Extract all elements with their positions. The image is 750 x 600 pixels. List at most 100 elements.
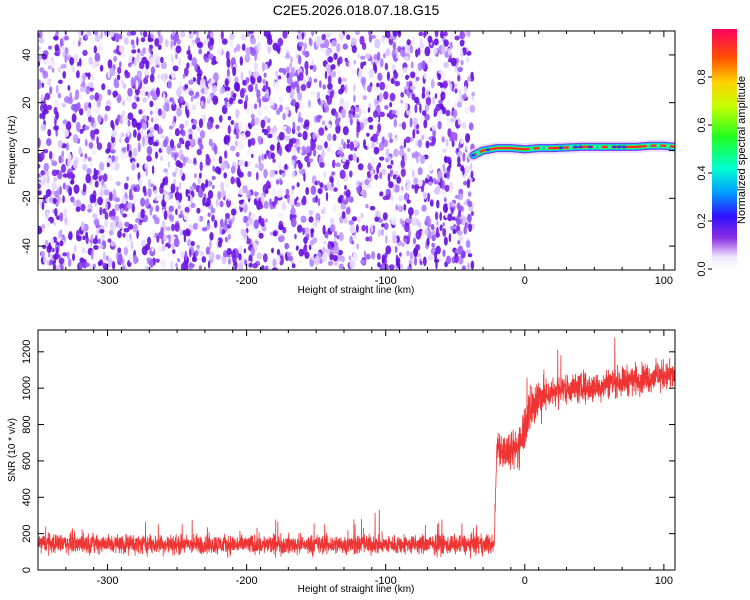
spectrogram-cell — [171, 54, 174, 64]
spectrogram-cell — [70, 179, 75, 185]
spectrogram-cell — [374, 216, 380, 222]
spectrogram-cell — [353, 94, 356, 103]
spectrogram-cell — [41, 82, 45, 88]
spectrogram-cell — [144, 71, 149, 76]
spectrogram-cell — [142, 185, 147, 194]
spectrogram-cell — [100, 186, 104, 194]
spectrogram-track-speck — [568, 145, 573, 149]
spectrogram-cell — [298, 162, 303, 170]
spectrogram-cell — [449, 41, 453, 50]
spectrogram-cell — [297, 117, 304, 123]
spectrogram-cell — [248, 262, 253, 268]
spectrogram-cell — [82, 157, 87, 163]
spectrogram-cell — [379, 36, 386, 45]
spectrogram-cell — [234, 76, 239, 84]
spectrogram-cell — [252, 70, 259, 79]
spectrogram-cell — [459, 39, 465, 47]
spectrogram-cell — [277, 188, 283, 194]
spectrogram-cell — [329, 90, 334, 99]
spectrogram-cell — [312, 148, 317, 157]
spectrogram-cell — [187, 194, 191, 202]
spectrogram-cell — [367, 143, 370, 150]
spectrogram-cell — [38, 176, 45, 181]
spectrogram-cell — [196, 72, 202, 78]
spectrogram-cell — [121, 110, 126, 119]
spectrogram-track-speck — [666, 144, 670, 148]
spectrogram-cell — [130, 31, 137, 36]
spectrogram-cell — [128, 150, 133, 158]
spectrogram-cell — [303, 236, 308, 245]
spectrogram-cell — [123, 227, 130, 233]
spectrogram-cell — [360, 61, 364, 70]
spectrogram-cell — [133, 197, 136, 204]
spectrogram-cell — [343, 200, 349, 205]
spectrogram-cell — [414, 185, 419, 194]
spectrogram-y-ticks: -40 -20 0 20 40 — [21, 49, 675, 254]
spectrogram-cell — [253, 62, 258, 71]
spectrogram-cell — [178, 181, 182, 190]
spectrogram-cell — [384, 105, 389, 110]
spectrogram-cell — [194, 173, 197, 179]
spectrogram-y-axis-label: Frequency (Hz) — [7, 116, 18, 185]
spectrogram-cell — [261, 61, 266, 72]
spectrogram-cell — [107, 89, 112, 96]
spectrogram-x-axis-label: Height of straight line (km) — [298, 285, 415, 296]
spectrogram-cell — [348, 113, 354, 119]
spectrogram-cell — [264, 265, 269, 270]
spectrogram-cell — [409, 251, 414, 260]
spectrogram-cell — [467, 214, 472, 222]
spectrogram-cell — [184, 84, 189, 90]
spectrogram-cell — [92, 63, 96, 68]
spectrogram-cell — [266, 88, 269, 99]
spectrogram-cell — [337, 69, 341, 78]
spectrogram-cell — [47, 129, 52, 137]
spectrogram-cell — [196, 244, 200, 249]
spectrogram-cell — [395, 136, 400, 141]
spectrogram-cell — [92, 174, 99, 181]
spectrogram-cell — [89, 75, 95, 81]
spectrogram-track-speck — [476, 151, 481, 155]
spectrogram-cell — [394, 245, 398, 253]
spectrogram-cell — [384, 62, 389, 71]
spectrogram-cell — [126, 244, 130, 249]
spectrogram-cell — [285, 188, 290, 196]
spectrogram-cell — [79, 108, 84, 116]
spectrogram-cell — [422, 256, 427, 267]
spectrogram-cell — [434, 93, 438, 99]
spectrogram-cell — [309, 239, 315, 246]
spectrogram-cell — [346, 143, 350, 149]
spectrogram-cell — [52, 197, 57, 204]
spectrogram-cell — [351, 69, 357, 75]
spectrogram-cell — [290, 82, 297, 88]
spectrogram-cell — [469, 162, 473, 171]
spectrogram-cell — [126, 202, 133, 209]
spectrogram-cell — [250, 113, 255, 119]
spectrogram-cell — [101, 83, 106, 91]
spectrogram-cell — [41, 110, 46, 120]
spectrogram-cell — [132, 147, 138, 158]
spectrogram-cell — [51, 169, 58, 177]
spectrogram-cell — [435, 103, 441, 112]
spectrogram-cell — [140, 37, 146, 43]
spectrogram-cell — [230, 165, 236, 174]
spectrogram-cell — [467, 253, 473, 258]
snr-frame — [37, 329, 676, 571]
spectrogram-cell — [84, 125, 90, 131]
spectrogram-cell — [171, 31, 175, 37]
spectrogram-cell — [112, 92, 117, 98]
spectrogram-cell — [467, 76, 472, 82]
spectrogram-cell — [250, 47, 256, 56]
spectrogram-cell — [286, 76, 293, 85]
spectrogram-cell — [457, 230, 463, 236]
spectrogram-cell — [109, 174, 113, 181]
spectrogram-cell — [296, 224, 303, 233]
spectrogram-cell — [268, 58, 272, 67]
spectrogram-cell — [392, 31, 399, 37]
spectrogram-cell — [232, 92, 237, 98]
spectrogram-cell — [150, 110, 153, 116]
spectrogram-track-speck — [573, 145, 578, 149]
spectrogram-cell — [261, 153, 264, 161]
spectrogram-cell — [188, 145, 192, 150]
spectrogram-cell — [286, 126, 292, 135]
spectrogram-cell — [235, 43, 241, 52]
